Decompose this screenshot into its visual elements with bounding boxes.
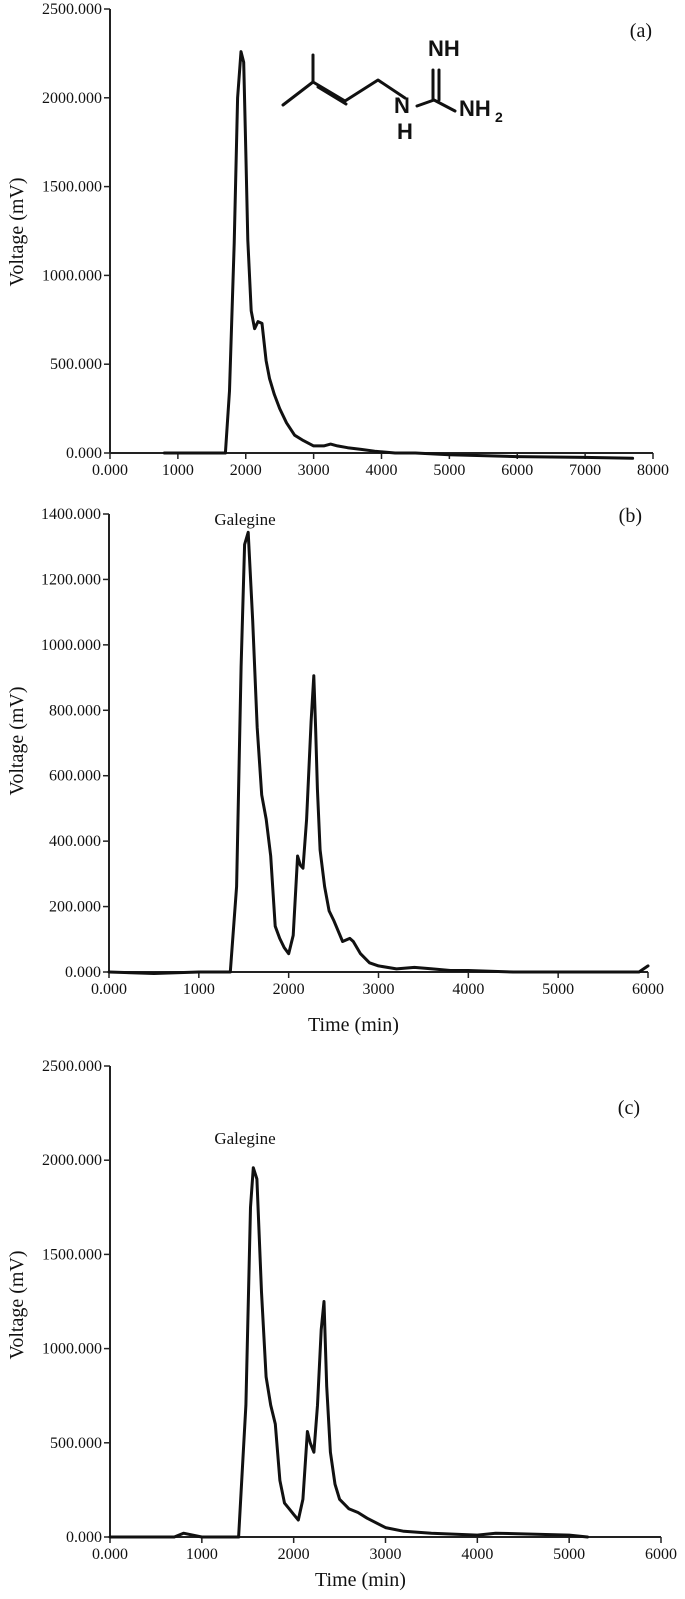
- chart-panel-a: 0.000 1000 2000 3000 4000 5000 6000 7000 8000 0.0…: [6, 1, 669, 479]
- x-tick-label: 5000: [553, 1546, 585, 1563]
- chromatogram-trace-1: [107, 530, 650, 975]
- y-tick-label: 0.000: [66, 1529, 102, 1546]
- y-tick-label: 1000.000: [42, 267, 102, 284]
- y-tick-label: 500.000: [50, 356, 102, 373]
- panel-label: (c): [618, 1097, 640, 1119]
- guanidine-bonds: [415, 68, 457, 113]
- y-tick-label: 2500.000: [42, 1, 102, 18]
- y-tick-label: 1000.000: [42, 1341, 102, 1358]
- molecule-bonds: [281, 53, 407, 107]
- structure-label-nh: NH: [428, 36, 460, 61]
- structure-label-n: N: [394, 93, 410, 118]
- chart-panel-b: 0.000 1000 2000 3000 4000 5000 6000 0.000 200.00…: [6, 505, 664, 1036]
- x-tick-label: 3000: [370, 1546, 402, 1563]
- x-tick-label: 0.000: [92, 462, 128, 479]
- y-tick-label: 1000.000: [41, 637, 101, 654]
- y-tick-label: 600.000: [49, 768, 101, 785]
- chemical-structure: NH N H NH 2: [281, 36, 503, 144]
- y-tick-label: 0.000: [66, 445, 102, 462]
- x-tick-label: 2000: [230, 462, 262, 479]
- panel-label: (a): [630, 20, 652, 42]
- x-axis-title: Time (min): [308, 1014, 399, 1036]
- x-tick-label: 5000: [433, 462, 465, 479]
- x-tick-label: 4000: [366, 462, 398, 479]
- y-axis-title: Voltage (mV): [6, 686, 28, 795]
- x-tick-label: 6000: [501, 462, 533, 479]
- y-tick-label: 1500.000: [42, 1246, 102, 1263]
- peak-annotation: Galegine: [214, 1129, 275, 1148]
- x-tick-label: 1000: [162, 462, 194, 479]
- x-tick-label: 0.000: [92, 1546, 128, 1563]
- y-tick-label: 2500.000: [42, 1058, 102, 1075]
- chart-panel-c: 0.000 1000 2000 3000 4000 5000 6000 0.000 500.00…: [6, 1058, 677, 1591]
- x-tick-label: 6000: [645, 1546, 677, 1563]
- x-tick-label: 2000: [278, 1546, 310, 1563]
- structure-label-nh2-main: NH: [459, 96, 491, 121]
- y-axis-title: Voltage (mV): [6, 177, 28, 286]
- y-tick-label: 1200.000: [41, 571, 101, 588]
- y-tick-label: 800.000: [49, 702, 101, 719]
- y-tick-label: 1400.000: [41, 506, 101, 523]
- x-axis-title: Time (min): [315, 1569, 406, 1591]
- x-tick-label: 4000: [452, 981, 484, 998]
- x-tick-label: 1000: [183, 981, 215, 998]
- x-tick-label: 0.000: [91, 981, 127, 998]
- y-tick-label: 1500.000: [42, 179, 102, 196]
- y-tick-label: 2000.000: [42, 90, 102, 107]
- x-tick-label: 8000: [637, 462, 669, 479]
- x-tick-label: 3000: [298, 462, 330, 479]
- x-tick-label: 5000: [542, 981, 574, 998]
- y-tick-label: 400.000: [49, 833, 101, 850]
- x-tick-label: 6000: [632, 981, 664, 998]
- y-tick-label: 200.000: [49, 899, 101, 916]
- y-tick-label: 2000.000: [42, 1152, 102, 1169]
- x-tick-label: 7000: [569, 462, 601, 479]
- structure-label-h: H: [397, 119, 413, 144]
- structure-label-nh2-sub: 2: [495, 109, 503, 125]
- peak-annotation: Galegine: [214, 510, 275, 529]
- x-tick-label: 2000: [273, 981, 305, 998]
- y-tick-label: 0.000: [65, 964, 101, 981]
- panel-label: (b): [619, 505, 642, 527]
- x-tick-label: 3000: [363, 981, 395, 998]
- chromatogram-trace-1: [108, 1166, 589, 1539]
- x-tick-label: 1000: [186, 1546, 218, 1563]
- x-tick-label: 4000: [461, 1546, 493, 1563]
- chromatogram-trace-1: [162, 50, 635, 460]
- y-tick-label: 500.000: [50, 1435, 102, 1452]
- y-axis-title: Voltage (mV): [6, 1250, 28, 1359]
